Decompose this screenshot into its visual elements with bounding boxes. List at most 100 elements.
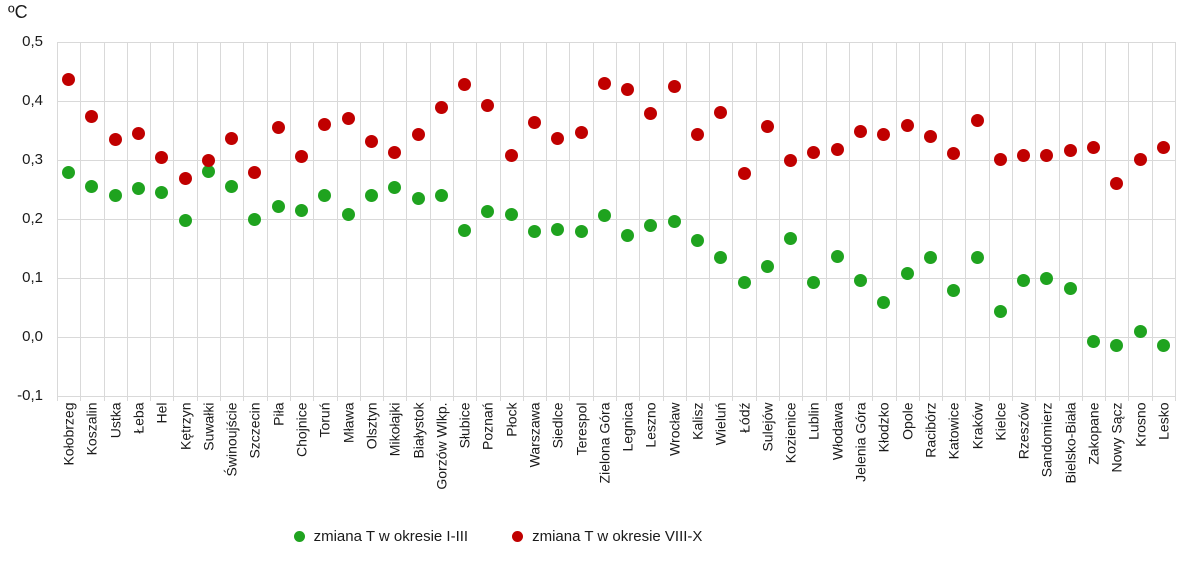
data-point-green (201, 164, 215, 178)
vertical-gridline (918, 42, 920, 401)
vertical-gridline (266, 42, 268, 401)
data-point-green (970, 251, 984, 265)
x-axis-label: Racibórz (922, 402, 939, 458)
data-point-red (155, 150, 169, 164)
vertical-gridline (406, 42, 408, 401)
data-point-red (1156, 141, 1170, 155)
vertical-gridline (1128, 42, 1130, 401)
data-point-red (714, 106, 728, 120)
data-point-green (248, 212, 262, 226)
vertical-gridline (336, 42, 338, 401)
vertical-gridline (173, 42, 175, 401)
data-point-red (923, 129, 937, 143)
data-point-red (108, 133, 122, 147)
x-axis-label: Mikołajki (386, 402, 403, 456)
x-axis-label: Kłodzko (875, 402, 892, 452)
data-point-red (527, 115, 541, 129)
data-point-green (784, 231, 798, 245)
data-point-green (621, 229, 635, 243)
data-point-green (644, 218, 658, 232)
data-point-green (993, 304, 1007, 318)
data-point-green (295, 203, 309, 217)
data-point-green (923, 251, 937, 265)
data-point-green (854, 274, 868, 288)
data-point-green (551, 223, 565, 237)
vertical-gridline (452, 42, 454, 401)
data-point-red (900, 119, 914, 133)
data-point-green (1017, 274, 1031, 288)
vertical-gridline (1081, 42, 1083, 401)
vertical-gridline (80, 42, 82, 401)
vertical-gridline (57, 42, 58, 401)
vertical-gridline (196, 42, 198, 401)
red-series-marker-icon (512, 531, 524, 542)
data-point-red (434, 100, 448, 114)
vertical-gridline (825, 42, 827, 401)
data-point-red (364, 134, 378, 148)
data-point-green (830, 250, 844, 264)
vertical-gridline (592, 42, 594, 401)
x-axis-label: Gorzów Wlkp. (433, 402, 450, 490)
data-point-red (62, 73, 76, 87)
data-point-green (714, 251, 728, 265)
x-axis-label: Wieluń (712, 402, 729, 445)
x-axis-label: Lesko (1155, 402, 1172, 440)
vertical-gridline (569, 42, 571, 401)
vertical-gridline (359, 42, 361, 401)
x-axis-label: Łeba (130, 402, 147, 434)
x-axis-label: Kraków (969, 402, 986, 449)
vertical-gridline (220, 42, 222, 401)
data-point-red (178, 171, 192, 185)
data-point-red (621, 82, 635, 96)
vertical-gridline (662, 42, 664, 401)
plot-area (57, 42, 1176, 401)
data-point-red (248, 166, 262, 180)
x-axis-label: Krosno (1132, 402, 1149, 447)
vertical-gridline (126, 42, 128, 401)
vertical-gridline (150, 42, 152, 401)
legend-item-period-viii-x[interactable]: zmiana T w okresie VIII-X (512, 528, 702, 545)
data-point-green (947, 284, 961, 298)
vertical-gridline (965, 42, 967, 401)
x-axis-label: Kołobrzeg (60, 402, 77, 466)
x-axis-label: Nowy Sącz (1108, 402, 1125, 473)
data-point-green (527, 225, 541, 239)
data-point-green (1156, 338, 1170, 352)
data-point-green (1110, 338, 1124, 352)
data-point-green (1133, 325, 1147, 339)
data-point-green (364, 189, 378, 203)
data-point-red (271, 121, 285, 135)
y-axis-tick-label: 0,2 (22, 210, 43, 227)
data-point-green (178, 213, 192, 227)
vertical-gridline (1175, 42, 1176, 401)
data-point-red (504, 149, 518, 163)
legend-item-period-i-iii[interactable]: zmiana T w okresie I-III (293, 528, 468, 545)
vertical-gridline (895, 42, 897, 401)
vertical-gridline (872, 42, 874, 401)
x-axis-label: Katowice (945, 402, 962, 459)
data-point-green (504, 208, 518, 222)
y-axis-tick-label: 0,5 (22, 33, 43, 50)
data-point-red (1017, 148, 1031, 162)
data-point-red (644, 106, 658, 120)
vertical-gridline (988, 42, 990, 401)
legend-label-period-viii-x: zmiana T w okresie VIII-X (532, 528, 703, 545)
data-point-red (597, 76, 611, 90)
data-point-green (225, 180, 239, 194)
data-point-red (877, 128, 891, 142)
data-point-red (132, 126, 146, 140)
x-axis-label: Legnica (619, 402, 636, 452)
data-point-red (1040, 148, 1054, 162)
data-point-green (1040, 272, 1054, 286)
data-point-green (341, 208, 355, 222)
data-point-green (1063, 282, 1077, 296)
x-axis: Kołobrzeg Koszalin Ustka Łeba Hel Kętrzyn Suwa… (57, 402, 1175, 502)
vertical-gridline (1105, 42, 1107, 401)
vertical-gridline (848, 42, 850, 401)
data-point-red (830, 143, 844, 157)
vertical-gridline (429, 42, 431, 401)
data-point-red (551, 132, 565, 146)
data-point-green (458, 224, 472, 238)
data-point-red (481, 99, 495, 113)
